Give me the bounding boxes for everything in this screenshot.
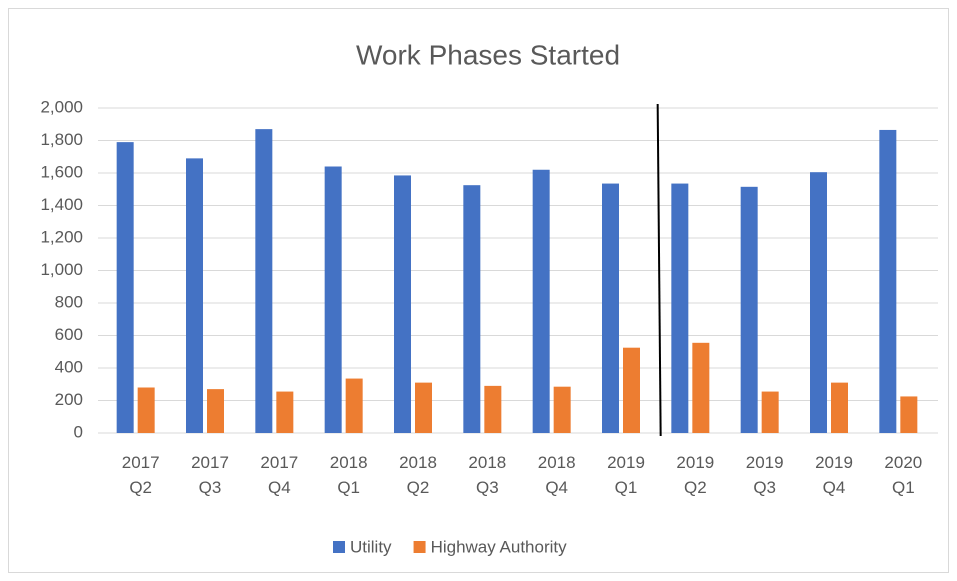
bar — [207, 389, 224, 433]
bar — [116, 142, 134, 433]
x-tick-label: 2019 Q4 — [815, 453, 853, 497]
y-tick-label: 400 — [55, 357, 83, 376]
legend-label: Highway Authority — [431, 537, 568, 556]
y-tick-label: 0 — [74, 422, 83, 441]
bar — [394, 175, 411, 433]
legend-swatch — [413, 541, 426, 553]
bar — [484, 385, 502, 433]
bar — [553, 386, 571, 433]
y-tick-label: 1,200 — [40, 227, 83, 246]
bar — [900, 396, 918, 433]
x-tick-label: 2019 Q2 — [676, 453, 715, 497]
y-tick-label: 1,000 — [40, 260, 83, 279]
x-tick-label: 2019 Q1 — [607, 453, 645, 497]
bar — [692, 342, 710, 433]
y-tick-label: 600 — [55, 325, 83, 344]
x-tick-label: 2019 Q3 — [745, 453, 784, 497]
bar — [831, 382, 848, 433]
legend-swatch — [333, 541, 345, 553]
bar — [415, 382, 432, 433]
divider-line — [656, 103, 662, 437]
bar — [879, 129, 897, 433]
bar — [345, 378, 363, 433]
y-tick-label: 200 — [55, 390, 83, 409]
y-tick-label: 1,600 — [40, 162, 83, 181]
bar — [602, 183, 619, 433]
bar — [810, 172, 827, 433]
x-tick-label: 2018 Q1 — [329, 453, 368, 497]
bar — [623, 347, 640, 433]
y-tick-label: 800 — [55, 292, 83, 311]
x-tick-label: 2018 Q2 — [399, 453, 437, 497]
bar — [532, 169, 550, 433]
x-tick-label: 2018 Q3 — [468, 453, 507, 497]
bar — [137, 387, 155, 433]
x-tick-label: 2017 Q4 — [260, 453, 299, 497]
chart-title: Work Phases Started — [356, 39, 620, 70]
x-tick-label: 2020 Q1 — [884, 453, 923, 497]
bar — [276, 391, 294, 433]
bar — [463, 185, 481, 433]
bar — [740, 186, 758, 433]
bar — [186, 158, 203, 433]
x-tick-label: 2018 Q4 — [537, 453, 576, 497]
legend-label: Utility — [350, 537, 392, 556]
y-tick-label: 1,800 — [40, 130, 83, 149]
bar — [324, 166, 342, 433]
bar — [761, 391, 779, 433]
x-tick-label: 2017 Q3 — [191, 453, 229, 497]
bar — [255, 129, 273, 433]
y-tick-label: 1,400 — [40, 195, 83, 214]
x-tick-label: 2017 Q2 — [121, 453, 160, 497]
y-tick-label: 2,000 — [40, 97, 83, 116]
bar — [671, 183, 689, 433]
